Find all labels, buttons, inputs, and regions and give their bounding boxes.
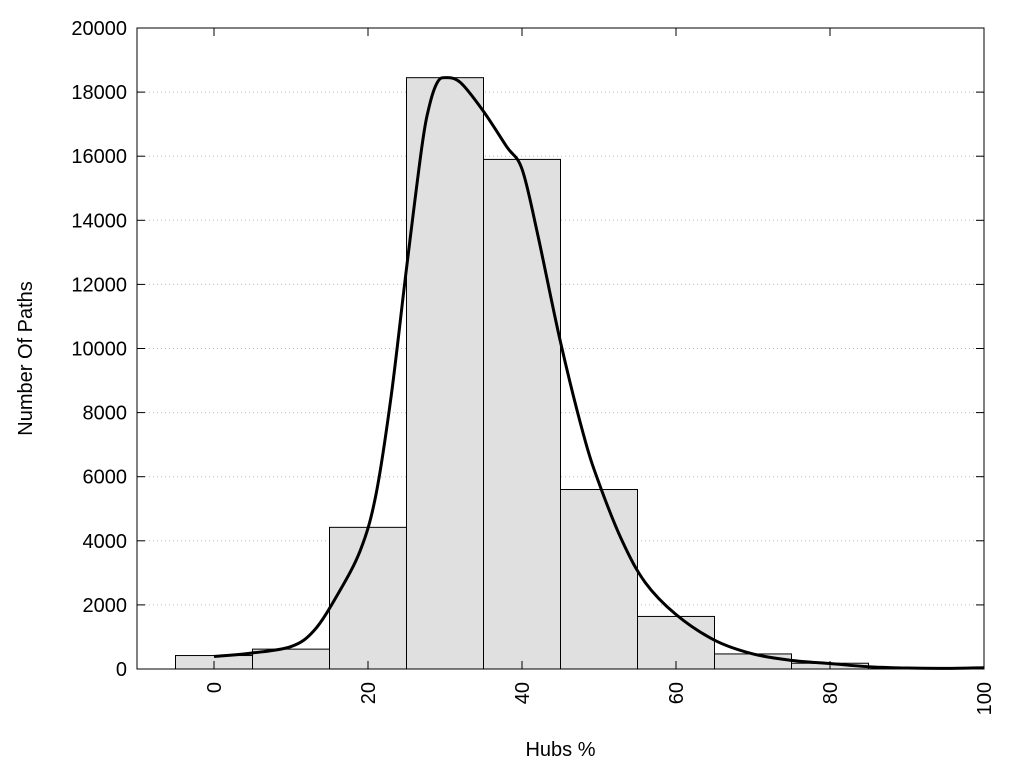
bar-70 (714, 653, 792, 670)
y-tick-label: 14000 (71, 210, 127, 232)
x-tick-label: 80 (820, 682, 842, 704)
bar-60 (637, 615, 715, 670)
x-tick-label: 0 (204, 682, 226, 693)
bar-40 (483, 158, 561, 670)
histogram-bars (175, 77, 869, 670)
y-tick-label: 6000 (83, 467, 128, 489)
x-tick-label: 20 (358, 682, 380, 704)
y-tick-label: 0 (116, 659, 127, 681)
y-tick-label: 2000 (83, 595, 128, 617)
bar-20 (329, 526, 407, 670)
y-tick-label: 18000 (71, 82, 127, 104)
y-tick-label: 20000 (71, 18, 127, 40)
x-tick-label: 40 (512, 682, 534, 704)
bar-50 (560, 489, 638, 670)
x-tick-label: 60 (666, 682, 688, 704)
x-tick-label: 100 (974, 682, 996, 715)
y-tick-label: 4000 (83, 531, 128, 553)
y-tick-label: 16000 (71, 146, 127, 168)
x-axis-label: Hubs % (525, 739, 595, 761)
x-axis: 0 20 40 60 80 100 (204, 28, 996, 715)
y-axis-label: Number Of Paths (15, 281, 37, 436)
y-tick-label: 12000 (71, 274, 127, 296)
density-curve (213, 76, 985, 670)
density-curve-layer (213, 76, 985, 670)
y-tick-label: 10000 (71, 339, 127, 361)
y-axis: 0 2000 4000 6000 8000 10000 12000 14000 16000 180… (71, 18, 984, 681)
y-tick-label: 8000 (83, 403, 128, 425)
